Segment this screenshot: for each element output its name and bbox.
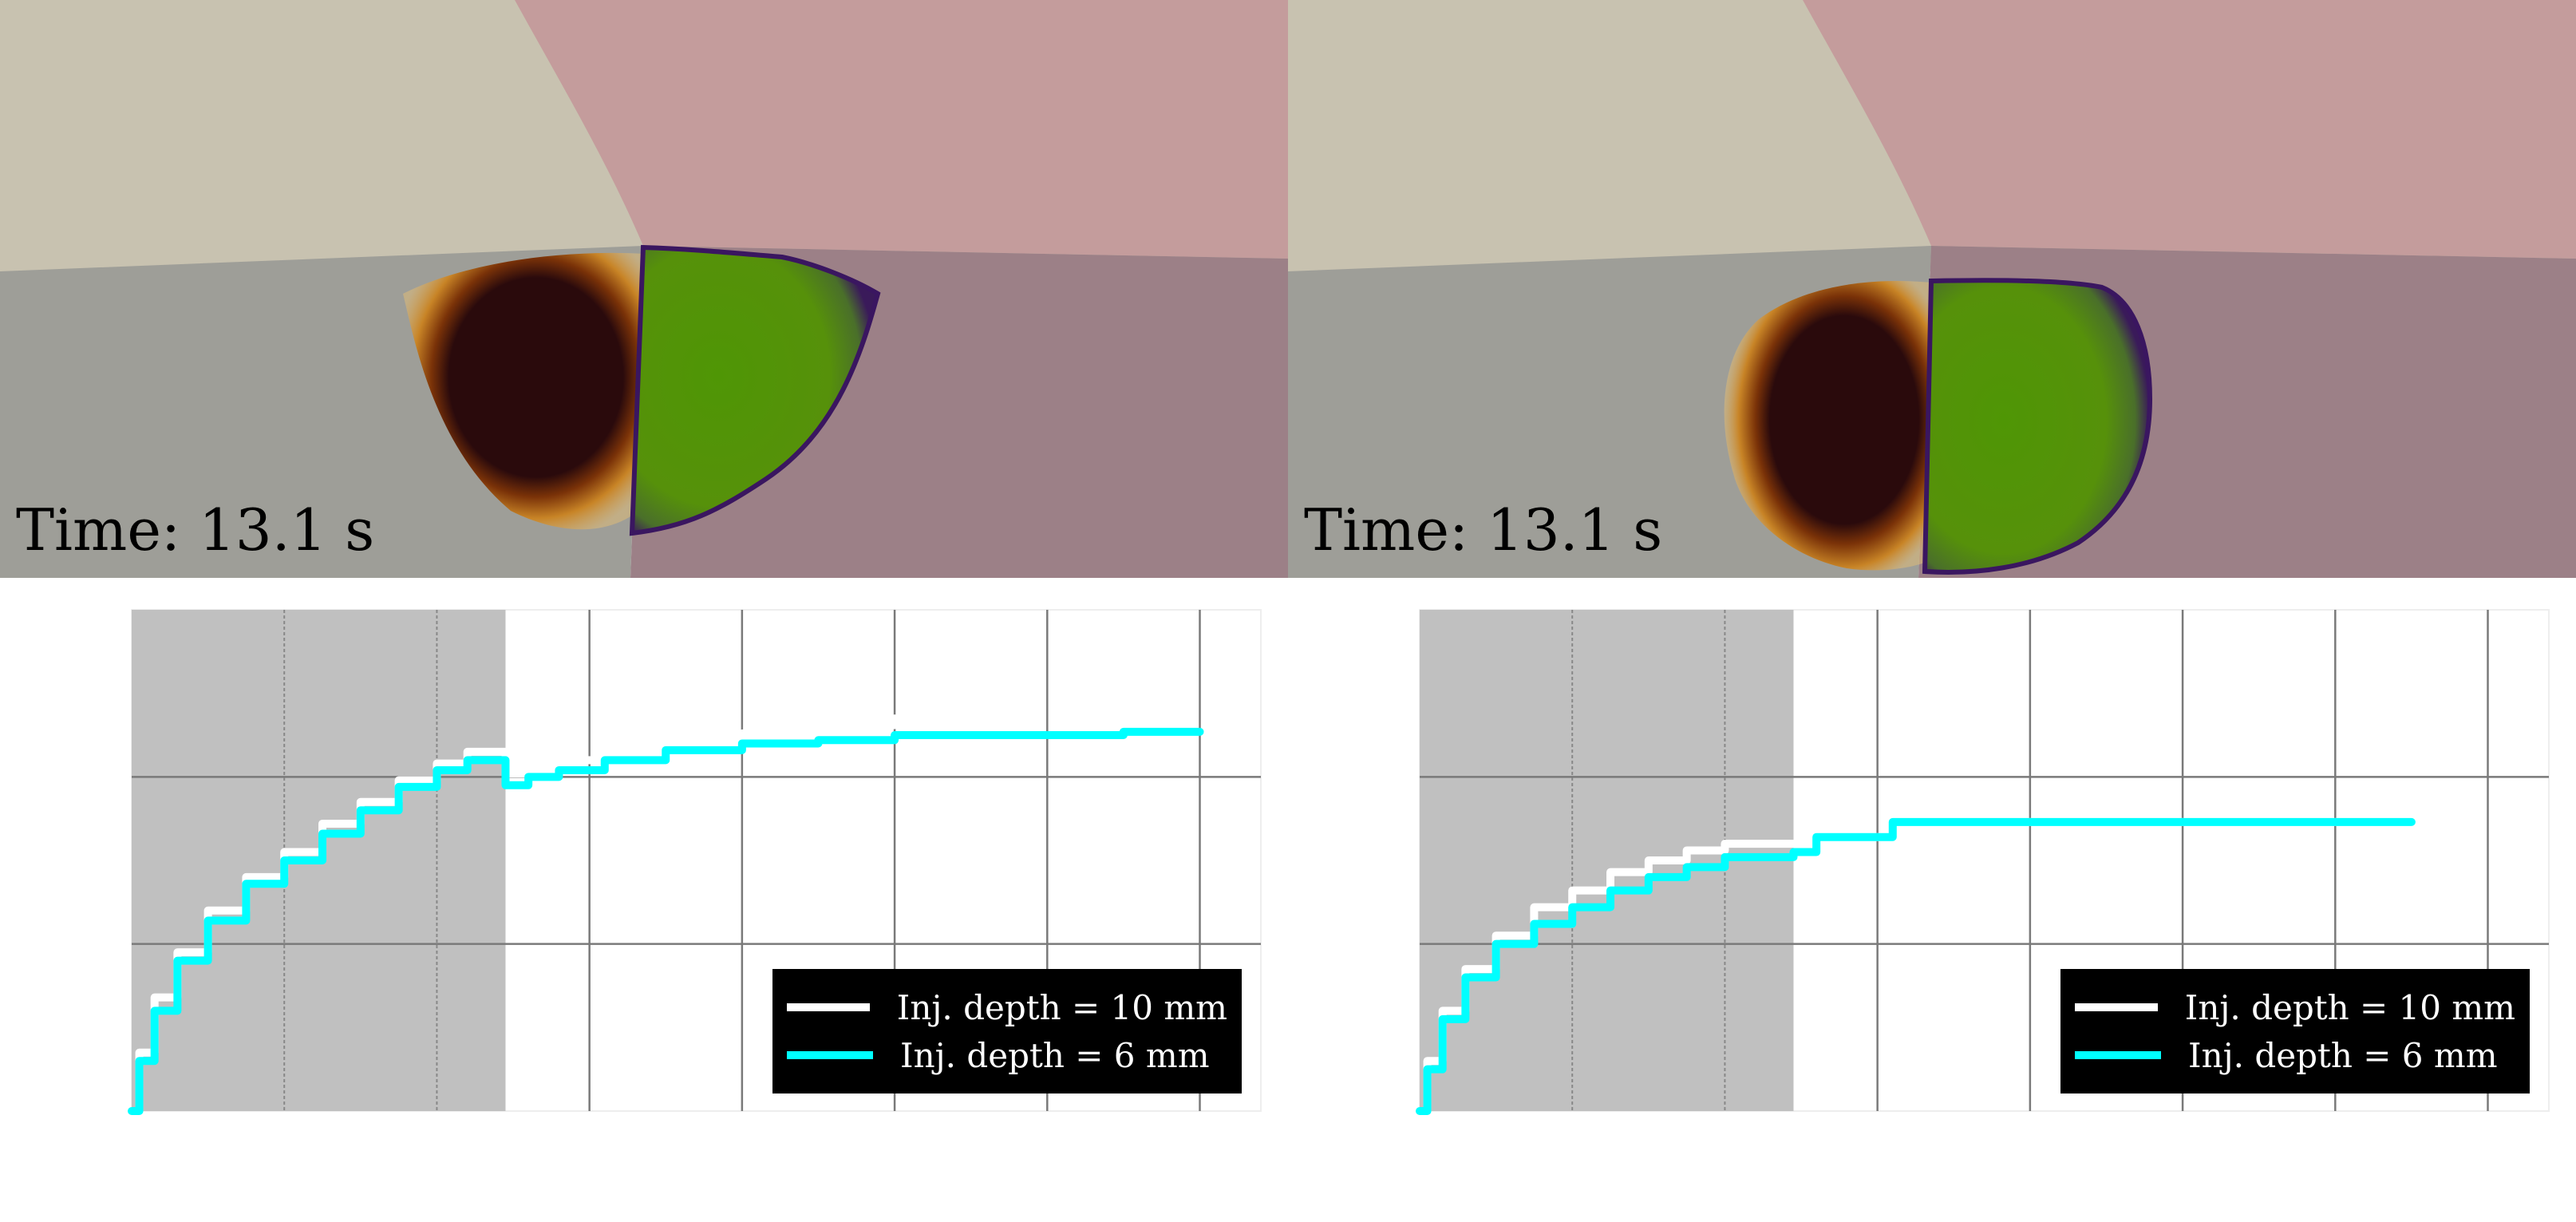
- ablation-zone-right: [629, 244, 881, 536]
- left-panel: Time: 13.1 s Inj. depth = 10 mm Inj. dep…: [0, 0, 1288, 1115]
- legend-swatch-cyan: [787, 1051, 873, 1059]
- simulation-view: [1288, 0, 2576, 578]
- region-top-right: [515, 0, 1288, 259]
- ablation-zone-left: [403, 252, 645, 530]
- legend-swatch-white: [2075, 1003, 2158, 1011]
- chart-legend: Inj. depth = 10 mm Inj. depth = 6 mm: [2060, 969, 2530, 1093]
- legend-label: Inj. depth = 10 mm: [896, 987, 1227, 1027]
- legend-label: Inj. depth = 6 mm: [900, 1035, 1210, 1075]
- legend-item: Inj. depth = 6 mm: [2075, 1031, 2515, 1079]
- simulation-view: [0, 0, 1288, 578]
- ablation-zone-right: [1922, 278, 2153, 575]
- legend-swatch-cyan: [2075, 1051, 2161, 1059]
- right-panel: Time: 13.1 s Inj. depth = 10 mm Inj. dep…: [1288, 0, 2576, 1222]
- chart-legend: Inj. depth = 10 mm Inj. depth = 6 mm: [772, 969, 1242, 1093]
- time-label: Time: 13.1 s: [1304, 496, 1663, 564]
- legend-item: Inj. depth = 10 mm: [787, 983, 1227, 1031]
- legend-label: Inj. depth = 6 mm: [2188, 1035, 2498, 1075]
- line-chart: [1416, 609, 2550, 1115]
- legend-swatch-white: [787, 1003, 870, 1011]
- region-top-right: [1803, 0, 2576, 259]
- ablation-zone-left: [1724, 280, 1931, 571]
- series-line-cyan: [128, 727, 1204, 1115]
- time-label: Time: 13.1 s: [16, 496, 375, 564]
- line-chart: [128, 609, 1262, 1115]
- series-line-cyan: [1416, 817, 2416, 1115]
- legend-item: Inj. depth = 6 mm: [787, 1031, 1227, 1079]
- legend-item: Inj. depth = 10 mm: [2075, 983, 2515, 1031]
- legend-label: Inj. depth = 10 mm: [2184, 987, 2515, 1027]
